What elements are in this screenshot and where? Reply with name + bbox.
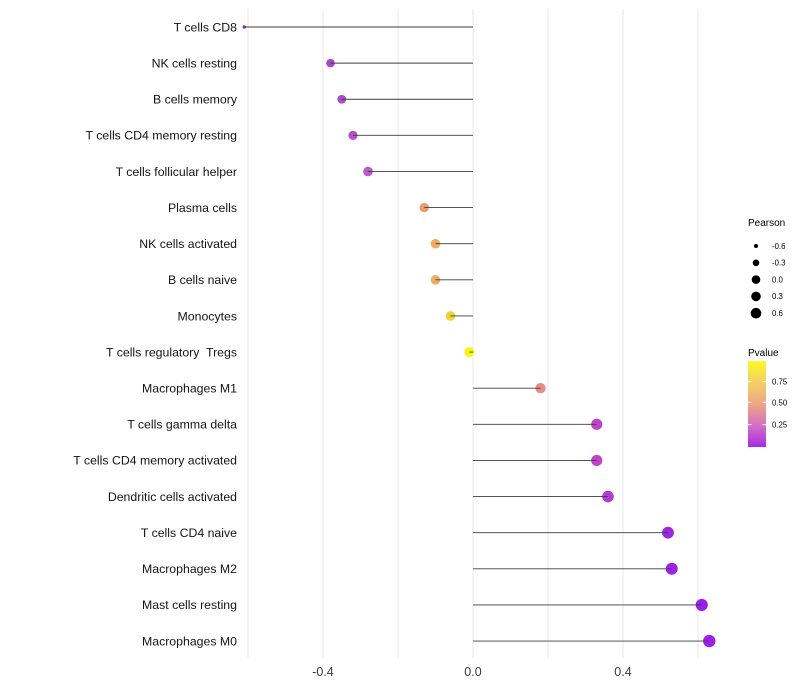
pvalue-color-legend: Pvalue 0.75 0.50 0.25 (748, 348, 788, 447)
category-label: T cells CD4 memory resting (86, 129, 238, 143)
lollipop-row: B cells naive (168, 273, 473, 287)
category-label: T cells follicular helper (116, 165, 237, 179)
color-legend-title: Pvalue (748, 348, 779, 359)
colorbar-tick-label: 0.75 (772, 378, 788, 387)
x-axis: -0.4 0.0 0.4 (312, 665, 632, 679)
lollipop-row: T cells gamma delta (127, 418, 603, 432)
category-label: T cells gamma delta (127, 418, 237, 432)
size-legend-dot (752, 259, 760, 267)
category-label: NK cells resting (152, 56, 238, 70)
pearson-size-legend: Pearson -0.6 -0.3 0.0 0.3 0.6 (748, 218, 785, 319)
lollipop-row: Dendritic cells activated (108, 490, 614, 504)
category-label: Plasma cells (168, 201, 237, 215)
lollipop-row: Mast cells resting (142, 598, 708, 612)
category-label: Macrophages M1 (142, 382, 237, 396)
lollipop-row: Macrophages M1 (142, 382, 546, 396)
category-label: T cells regulatory Tregs (106, 345, 237, 359)
lollipop-row: T cells CD8 (174, 20, 473, 34)
lollipop-row: Macrophages M0 (142, 634, 716, 648)
lollipop-row: Macrophages M2 (142, 562, 678, 576)
colorbar-tick-label: 0.25 (772, 421, 788, 430)
gridlines (247, 9, 699, 658)
size-legend-label: -0.3 (772, 259, 785, 268)
category-label: Monocytes (178, 309, 237, 323)
size-legend-dot (754, 244, 758, 248)
size-legend-dot (751, 275, 761, 284)
category-label: T cells CD4 memory activated (73, 454, 237, 468)
category-label: Dendritic cells activated (108, 490, 237, 504)
x-tick-label: 0.0 (464, 665, 481, 679)
size-legend-label: 0.3 (772, 292, 783, 301)
category-label: Macrophages M2 (142, 562, 237, 576)
lollipop-row: NK cells activated (139, 237, 473, 251)
category-label: NK cells activated (139, 237, 237, 251)
category-label: Mast cells resting (142, 598, 237, 612)
lollipop-row: T cells CD4 naive (141, 526, 674, 540)
category-label: B cells memory (153, 93, 238, 107)
size-legend-label: 0.6 (772, 309, 783, 318)
x-tick-label: -0.4 (312, 665, 334, 679)
colorbar-tick-label: 0.50 (772, 398, 788, 407)
x-tick-label: 0.4 (614, 665, 631, 679)
size-legend-label: -0.6 (772, 242, 785, 251)
size-legend-label: 0.0 (772, 275, 784, 284)
lollipop-row: T cells CD4 memory resting (86, 129, 473, 143)
lollipop-row: NK cells resting (152, 56, 473, 70)
category-label: B cells naive (168, 273, 237, 287)
category-label: Macrophages M0 (142, 634, 237, 648)
category-label: T cells CD8 (174, 20, 237, 34)
size-legend-title: Pearson (748, 218, 785, 229)
size-legend-dot (750, 307, 762, 319)
pvalue-colorbar (748, 361, 766, 447)
lollipop-row: T cells CD4 memory activated (73, 454, 603, 468)
lollipop-row: B cells memory (153, 93, 473, 107)
lollipop-row: T cells follicular helper (116, 165, 473, 179)
lollipop-row: Plasma cells (168, 201, 473, 215)
lollipop-row: Monocytes (178, 309, 473, 323)
lollipop-row: T cells regulatory Tregs (106, 345, 475, 359)
size-legend-dot (751, 291, 761, 302)
category-label: T cells CD4 naive (141, 526, 237, 540)
